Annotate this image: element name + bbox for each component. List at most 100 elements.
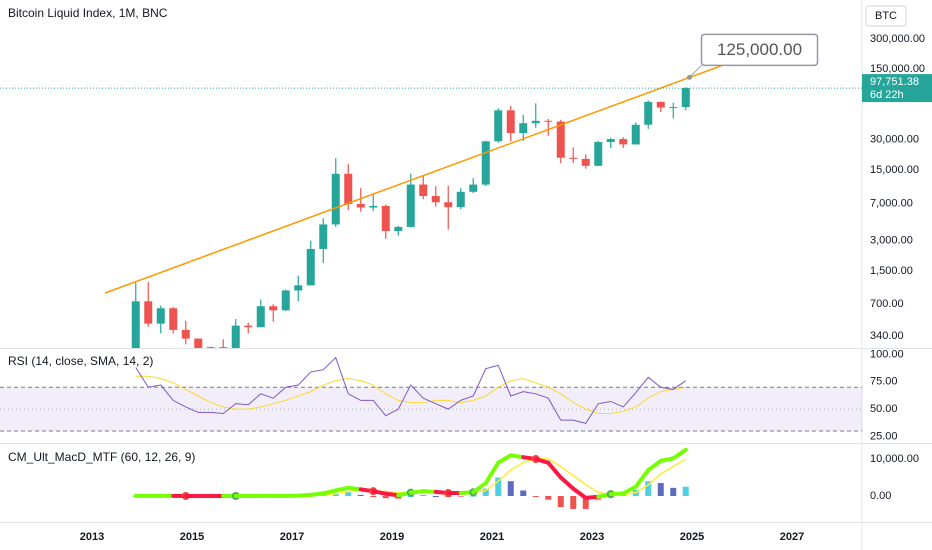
macd-segment [621,484,638,496]
histogram-bar [495,477,502,496]
candle-body [656,101,665,108]
candle-body [644,101,653,125]
histogram-bar [645,481,652,496]
macd-segment [471,481,488,495]
candle-body [331,173,340,225]
candle-body [419,184,428,197]
macd-segment [558,475,576,491]
macd-segment [546,460,563,480]
macd-segment [321,488,338,496]
histogram-bar [670,487,677,496]
chart-title: Bitcoin Liquid Index, 1M, BNC [8,6,168,20]
candle-body [269,306,278,311]
rsi-title: RSI (14, close, SMA, 14, 2) [8,354,153,368]
candle-body [231,325,240,348]
histogram-bar [482,488,489,496]
currency: BTC [875,10,897,22]
candle-body [144,301,153,324]
callout-label: 125,000.00 [717,40,802,59]
histogram-bar [520,490,527,496]
candle-body [444,202,453,208]
rsi-sma-line [135,375,686,415]
candle-body [531,120,540,124]
histogram-bar [545,495,552,500]
macd-segment [383,491,401,498]
candle-body [381,205,390,231]
histogram-bar [432,495,439,497]
macd-segment [408,489,426,495]
macd-segment [608,491,626,497]
histogram-bar [557,495,564,508]
macd-segment [308,491,326,497]
candle-body [519,123,528,134]
macd-segment [483,460,501,486]
x-tick-label: 2021 [480,531,504,543]
currency-box[interactable] [865,5,907,27]
candle-body [619,139,628,145]
candle-body [244,325,253,328]
histogram-bar [457,495,464,497]
countdown: 6d 22h [870,89,904,101]
candle-body [256,306,265,328]
histogram-bar [382,495,389,499]
y-tick-label: 3,000.00 [870,235,913,247]
candle-body [569,157,578,159]
candle-body [156,308,165,324]
rsi-band [0,387,862,432]
y-tick-label: 100.00 [870,348,904,360]
candle-body [594,142,603,166]
callout-line [689,64,702,78]
histogram-bar [682,486,689,496]
candle-body [394,226,403,231]
candle-body [219,347,228,348]
histogram-bar [370,495,377,497]
macd-title: CM_Ult_MacD_MTF (60, 12, 26, 9) [8,450,195,464]
candle-body [681,88,690,108]
candle-body [406,184,415,227]
histogram-bar [345,492,352,496]
histogram-bar [532,495,539,497]
candle-body [606,139,615,143]
candle-body [294,285,303,291]
x-tick-label: 2025 [680,531,704,543]
candle-body [206,347,215,348]
histogram-bar [582,495,589,509]
y-tick-label: 30,000.00 [870,134,919,146]
y-tick-label: 150,000.00 [870,63,925,75]
macd-segment [333,485,351,493]
candle-body [506,110,515,134]
histogram-bar [507,481,514,496]
macd-segment [646,458,663,473]
candle-body [631,124,640,145]
candle-body [306,248,315,286]
y-tick-label: 700.00 [870,298,904,310]
candle-body [281,290,290,311]
macd-segment [658,456,676,463]
price-box [862,74,932,103]
macd-segment [371,489,388,496]
x-tick-label: 2017 [280,531,304,543]
macd-segment [346,485,363,492]
x-tick-label: 2013 [80,531,104,543]
y-tick-label: 7,000.00 [870,197,913,209]
y-tick-label: 340.00 [870,330,904,342]
candle-body [169,308,178,330]
macd-segment [533,457,551,465]
candle-body [356,203,365,208]
y-tick-label: 15,000.00 [870,164,919,176]
candle-body [544,120,553,122]
y-tick-label: 0.00 [870,490,891,502]
y-tick-label: 50.00 [870,403,898,415]
candle-body [669,107,678,109]
callout-box [700,33,819,67]
candle-body [131,301,140,348]
main-pane [104,59,738,348]
price-label: 97,751.38 [870,76,919,88]
histogram-bar [357,494,364,496]
x-tick-label: 2015 [180,531,204,543]
macd-segment [421,489,438,494]
candle-body [181,329,190,339]
candle-body [319,224,328,249]
